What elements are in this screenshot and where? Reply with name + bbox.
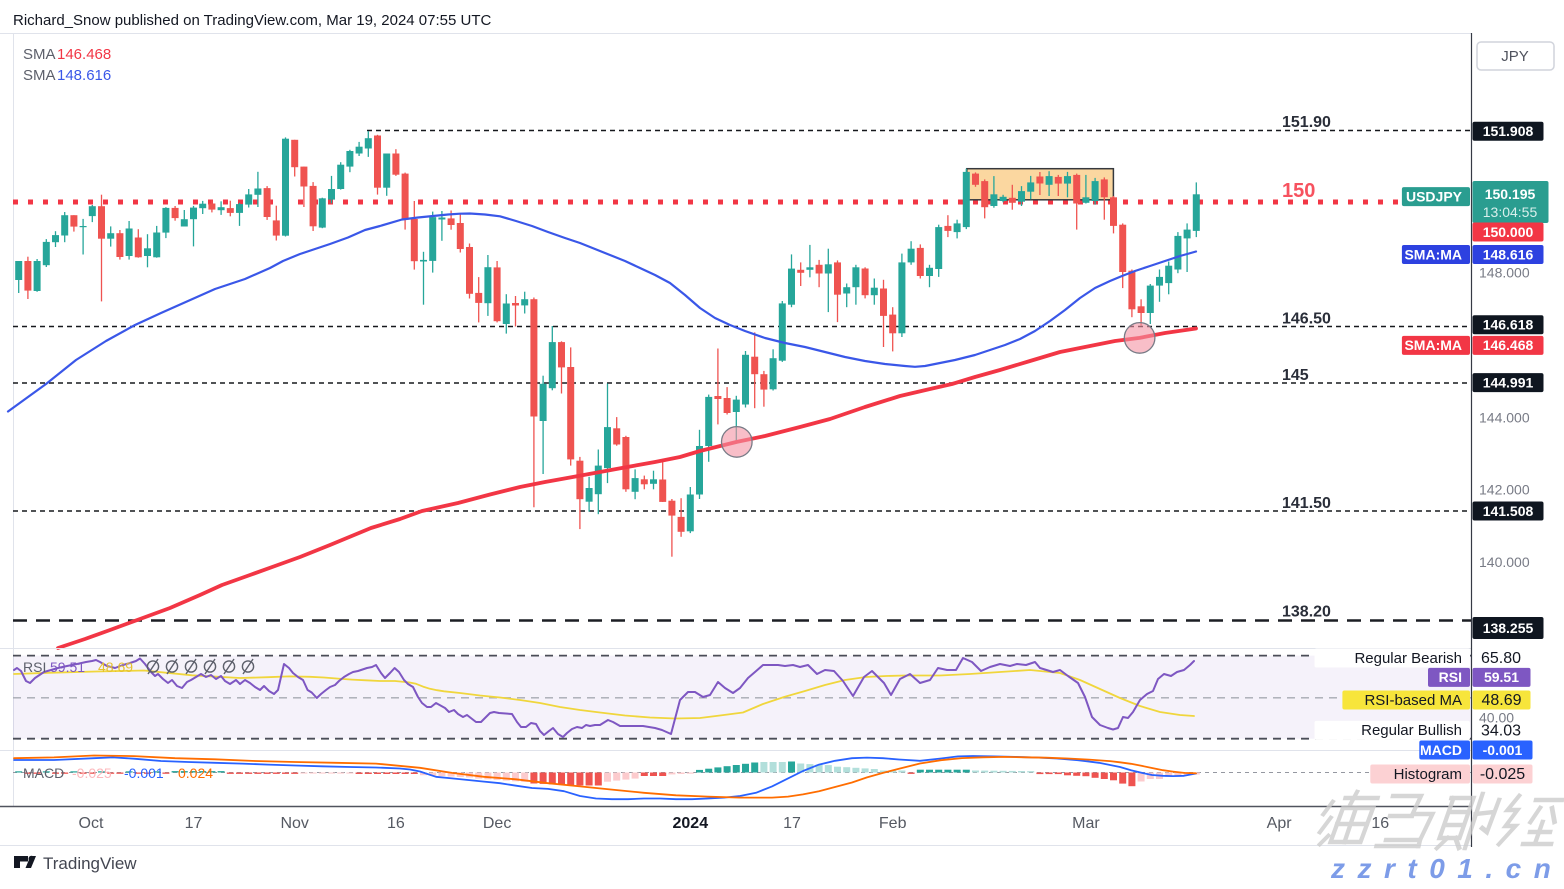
svg-text:144.000: 144.000 xyxy=(1479,409,1530,425)
svg-text:141.508: 141.508 xyxy=(1483,503,1534,519)
svg-text:SMA: SMA xyxy=(23,67,56,84)
svg-text:146.618: 146.618 xyxy=(1483,317,1534,333)
svg-text:Feb: Feb xyxy=(879,815,907,832)
svg-text:59.51: 59.51 xyxy=(50,659,85,675)
svg-text:16: 16 xyxy=(1371,815,1389,832)
svg-text:Oct: Oct xyxy=(79,815,104,832)
svg-text:142.000: 142.000 xyxy=(1479,482,1530,498)
svg-text:150.195: 150.195 xyxy=(1485,186,1536,202)
svg-text:Regular Bearish: Regular Bearish xyxy=(1354,650,1462,667)
svg-text:13:04:55: 13:04:55 xyxy=(1483,204,1538,220)
svg-text:2024: 2024 xyxy=(673,815,709,832)
svg-text:MACD: MACD xyxy=(1420,742,1462,758)
svg-text:-0.001: -0.001 xyxy=(124,765,164,781)
svg-text:-0.025: -0.025 xyxy=(72,765,112,781)
svg-text:48.69: 48.69 xyxy=(98,659,133,675)
svg-text:SMA: SMA xyxy=(23,46,56,63)
svg-text:150.000: 150.000 xyxy=(1483,224,1534,240)
svg-text:Histogram: Histogram xyxy=(1394,766,1462,783)
svg-text:17: 17 xyxy=(185,815,203,832)
svg-text:48.69: 48.69 xyxy=(1481,692,1521,709)
svg-text:148.000: 148.000 xyxy=(1479,265,1530,281)
svg-text:65.80: 65.80 xyxy=(1481,650,1521,667)
svg-text:MACD: MACD xyxy=(23,765,64,781)
svg-text:-0.001: -0.001 xyxy=(1483,742,1523,758)
svg-text:zzrt01.cn: zzrt01.cn xyxy=(1330,853,1563,884)
svg-text:145: 145 xyxy=(1282,367,1309,384)
svg-text:USDJPY: USDJPY xyxy=(1406,188,1463,204)
svg-text:150: 150 xyxy=(1282,180,1315,202)
svg-text:34.03: 34.03 xyxy=(1481,723,1521,740)
svg-text:151.908: 151.908 xyxy=(1483,123,1534,139)
svg-text:17: 17 xyxy=(783,815,801,832)
svg-text:RSI: RSI xyxy=(23,659,46,675)
svg-text:Apr: Apr xyxy=(1267,815,1293,832)
svg-text:146.468: 146.468 xyxy=(1483,337,1534,353)
svg-text:146.50: 146.50 xyxy=(1282,311,1331,328)
svg-text:146.468: 146.468 xyxy=(57,46,111,63)
svg-text:Nov: Nov xyxy=(280,815,308,832)
svg-text:144.991: 144.991 xyxy=(1483,374,1534,390)
svg-text:140.000: 140.000 xyxy=(1479,554,1530,570)
svg-text:SMA:MA: SMA:MA xyxy=(1404,337,1462,353)
svg-text:0.024: 0.024 xyxy=(178,765,213,781)
svg-text:Dec: Dec xyxy=(483,815,511,832)
svg-text:40.00: 40.00 xyxy=(1479,710,1514,726)
svg-text:148.616: 148.616 xyxy=(1483,246,1534,262)
svg-text:Richard_Snow published on Trad: Richard_Snow published on TradingView.co… xyxy=(13,12,491,29)
svg-text:138.255: 138.255 xyxy=(1483,620,1534,636)
svg-text:RSI: RSI xyxy=(1439,669,1462,685)
svg-text:16: 16 xyxy=(387,815,405,832)
svg-text:59.51: 59.51 xyxy=(1484,669,1519,685)
svg-text:138.20: 138.20 xyxy=(1282,604,1331,621)
svg-text:Regular Bullish: Regular Bullish xyxy=(1361,722,1462,739)
svg-text:JPY: JPY xyxy=(1501,48,1529,65)
svg-text:RSI-based MA: RSI-based MA xyxy=(1364,692,1462,709)
svg-text:TradingView: TradingView xyxy=(43,854,137,873)
svg-text:151.90: 151.90 xyxy=(1282,114,1331,131)
svg-text:Mar: Mar xyxy=(1072,815,1100,832)
svg-text:141.50: 141.50 xyxy=(1282,495,1331,512)
svg-text:SMA:MA: SMA:MA xyxy=(1404,246,1462,262)
svg-text:-0.025: -0.025 xyxy=(1480,766,1525,783)
svg-text:148.616: 148.616 xyxy=(57,67,111,84)
